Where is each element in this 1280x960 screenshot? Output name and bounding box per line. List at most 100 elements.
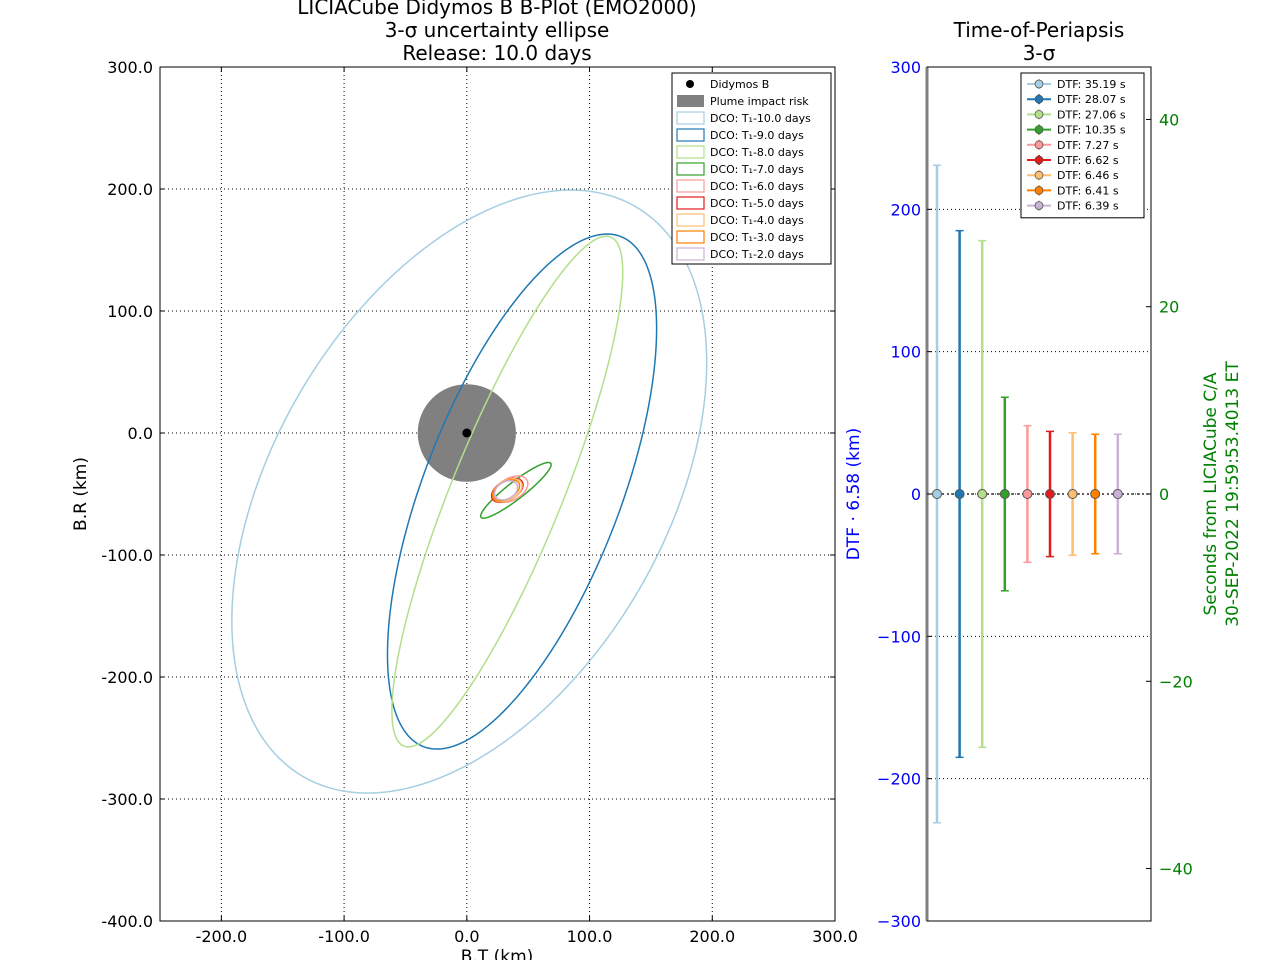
periapsis-ytick-label-left: −100 (877, 627, 921, 646)
errorbar-point (1112, 489, 1123, 499)
uncertainty-ellipse (386, 233, 658, 750)
periapsis-title-line-1: Time-of-Periapsis (953, 18, 1125, 42)
bplot-title: LICIACube Didymos B B-Plot (EMO2000) 3-σ… (297, 0, 696, 65)
legend-series-label: DTF: 6.39 s (1057, 200, 1119, 213)
bplot-ticks: -200.0 -100.0 0.0 100.0 200.0 300.0 -400.0 -300… (101, 58, 857, 946)
legend-series-marker (1034, 140, 1044, 150)
legend-series-marker (1034, 110, 1044, 119)
bplot-ytick-label: -400.0 (101, 912, 153, 931)
uncertainty-ellipse (493, 475, 529, 504)
errorbar-point (1090, 489, 1101, 499)
bplot-ytick-label: -200.0 (101, 668, 153, 687)
legend-plume-swatch (677, 95, 704, 107)
legend-ellipse-label: DCO: T₁-6.0 days (710, 180, 804, 193)
legend-series-label: DTF: 27.06 s (1057, 108, 1126, 121)
periapsis-ytick-label-right: 20 (1159, 298, 1179, 317)
errorbar-point (954, 489, 965, 499)
legend-series-marker (1034, 79, 1044, 89)
bplot-data (231, 189, 708, 794)
bplot-ytick-label: 100.0 (107, 302, 153, 321)
legend-series-marker (1034, 185, 1044, 195)
periapsis-ytick-label-left: 0 (911, 485, 921, 504)
periapsis-ytick-label-right: −40 (1159, 860, 1193, 879)
periapsis-ytick-label-left: −300 (877, 912, 921, 931)
bplot-xtick-label: 100.0 (567, 927, 613, 946)
bplot-xtick-label: 0.0 (454, 927, 479, 946)
legend-series-label: DTF: 6.41 s (1057, 184, 1119, 197)
bplot-chart: LICIACube Didymos B B-Plot (EMO2000) 3-σ… (71, 0, 858, 960)
legend-ellipse-label: DCO: T₁-5.0 days (710, 197, 804, 210)
periapsis-title-line-2: 3-σ (1023, 41, 1056, 65)
bplot-ytick-label: -300.0 (101, 790, 153, 809)
uncertainty-ellipse (493, 479, 519, 501)
uncertainty-ellipse (231, 189, 708, 794)
periapsis-ylabel-right-2: 30-SEP-2022 19:59:53.4013 ET (1223, 361, 1243, 627)
legend-series-marker (1034, 125, 1044, 135)
periapsis-ytick-label-right: 40 (1159, 110, 1179, 129)
periapsis-ytick-label-left: −200 (877, 770, 921, 789)
bplot-legend: Didymos B Plume impact risk DCO: T₁-10.0 d… (671, 72, 832, 265)
bplot-ylabel: B.R (km) (71, 457, 91, 531)
legend-ellipse-label: DCO: T₁-10.0 days (710, 112, 811, 125)
legend-ellipse-swatch (676, 145, 705, 159)
legend-ellipse-swatch (676, 162, 705, 176)
legend-ellipse-label: DCO: T₁-8.0 days (710, 146, 804, 159)
legend-plume-label: Plume impact risk (710, 95, 809, 108)
periapsis-ytick-label-right: 0 (1159, 485, 1169, 504)
legend-ellipse-label: DCO: T₁-9.0 days (710, 129, 804, 142)
bplot-title-line-1: LICIACube Didymos B B-Plot (EMO2000) (297, 0, 696, 19)
didymos-b-marker (462, 428, 472, 438)
periapsis-chart: Time-of-Periapsis 3-σ −300−200−100010020… (844, 18, 1243, 931)
periapsis-ytick-label-right: −20 (1159, 672, 1193, 691)
legend-series-label: DTF: 28.07 s (1057, 93, 1126, 106)
legend-series-marker (1034, 201, 1044, 211)
periapsis-data (927, 164, 1151, 824)
uncertainty-ellipse (479, 461, 552, 519)
legend-series-marker (1034, 170, 1044, 180)
legend-series-marker (1034, 155, 1044, 165)
bplot-xtick-label: -100.0 (318, 927, 370, 946)
legend-ellipse-label: DCO: T₁-4.0 days (710, 214, 804, 227)
legend-ellipse-swatch (676, 128, 705, 142)
periapsis-ylabel-left: DTF · 6.58 (km) (844, 428, 864, 560)
bplot-grid (160, 67, 835, 921)
bplot-xtick-label: 200.0 (689, 927, 735, 946)
bplot-ytick-label: 0.0 (128, 424, 153, 443)
uncertainty-ellipse (391, 235, 624, 748)
periapsis-ytick-label-left: 300 (890, 58, 921, 77)
legend-ellipse-swatch (676, 230, 705, 244)
legend-series-label: DTF: 6.46 s (1057, 169, 1119, 182)
bplot-ytick-label: 200.0 (107, 180, 153, 199)
bplot-title-line-2: 3-σ uncertainty ellipse (385, 18, 610, 42)
errorbar-point (977, 489, 988, 499)
legend-series-label: DTF: 6.62 s (1057, 154, 1119, 167)
periapsis-ytick-label-left: 100 (890, 343, 921, 362)
legend-ellipse-label: DCO: T₁-7.0 days (710, 163, 804, 176)
errorbar-point (1067, 489, 1078, 499)
legend-didymos-label: Didymos B (710, 78, 769, 91)
legend-ellipse-swatch (676, 111, 705, 125)
bplot-ytick-label: 300.0 (107, 58, 153, 77)
legend-ellipse-label: DCO: T₁-2.0 days (710, 248, 804, 261)
bplot-xtick-label: -200.0 (196, 927, 248, 946)
legend-ellipse-swatch (676, 213, 705, 227)
legend-ellipse-label: DCO: T₁-3.0 days (710, 231, 804, 244)
bplot-ytick-label: -100.0 (101, 546, 153, 565)
errorbar-point (1022, 489, 1033, 499)
bplot-title-line-3: Release: 10.0 days (402, 41, 591, 65)
legend-ellipse-swatch (676, 196, 705, 210)
errorbar-point (1045, 489, 1055, 499)
periapsis-legend: DTF: 35.19 s DTF: 28.07 s DTF: 27.06 s DTF:… (1020, 72, 1145, 219)
bplot-xlabel: B.T (km) (461, 947, 534, 960)
bplot-xtick-label: 300.0 (812, 927, 858, 946)
legend-series-label: DTF: 10.35 s (1057, 124, 1126, 137)
errorbar-point (932, 489, 942, 499)
legend-series-label: DTF: 35.19 s (1057, 78, 1126, 91)
legend-series-label: DTF: 7.27 s (1057, 139, 1119, 152)
errorbar-point (999, 489, 1010, 499)
periapsis-ylabel-right-1: Seconds from LICIACube C/A (1201, 372, 1221, 615)
legend-didymos-marker (686, 80, 694, 88)
legend-ellipse-swatch (676, 179, 705, 193)
